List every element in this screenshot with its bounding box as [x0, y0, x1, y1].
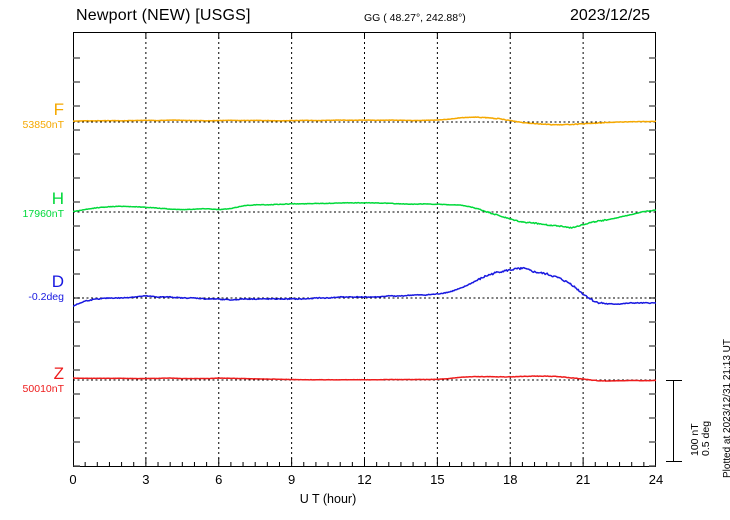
- x-tick-label: 3: [142, 472, 150, 487]
- plot-frame: [73, 32, 656, 467]
- trace-D: [73, 266, 656, 307]
- observation-date: 2023/12/25: [570, 7, 651, 24]
- x-tick-label: 0: [69, 472, 77, 487]
- x-axis-label-wrap: U T (hour): [0, 492, 730, 506]
- scale-bar-cap-bottom: [666, 460, 682, 462]
- scale-bar-units: 100 nT 0.5 deg: [689, 420, 712, 456]
- trace-F: [73, 116, 656, 126]
- component-symbol-F: F: [53, 100, 64, 119]
- component-label-Z: Z 50010nT: [0, 365, 64, 396]
- magnetogram-plot: [73, 32, 656, 467]
- component-symbol-D: D: [51, 272, 64, 291]
- component-symbol-H: H: [51, 189, 64, 208]
- component-baseline-F: 53850nT: [22, 119, 64, 131]
- trace-H: [73, 201, 656, 229]
- station-title: Newport (NEW) [USGS]: [76, 7, 251, 24]
- x-tick-label: 12: [357, 472, 372, 487]
- plotted-timestamp: Plotted at 2023/12/31 21:13 UT: [722, 339, 730, 478]
- x-tick-label: 9: [288, 472, 296, 487]
- component-label-H: H 17960nT: [0, 190, 64, 221]
- x-tick-label: 18: [503, 472, 518, 487]
- component-label-F: F 53850nT: [0, 101, 64, 132]
- x-tick-label: 24: [648, 472, 664, 487]
- component-baseline-D: -0.2deg: [28, 291, 64, 303]
- scale-bar: [666, 380, 682, 462]
- scale-bar-cap-top: [666, 380, 682, 382]
- trace-Z: [73, 375, 656, 382]
- geographic-coordinates: GG ( 48.27°, 242.88°): [364, 12, 466, 24]
- component-symbol-Z: Z: [53, 364, 64, 383]
- component-baseline-H: 17960nT: [22, 208, 64, 220]
- component-baseline-Z: 50010nT: [22, 383, 64, 395]
- x-tick-label: 15: [430, 472, 445, 487]
- x-tick-label: 6: [215, 472, 223, 487]
- component-label-D: D -0.2deg: [0, 273, 64, 304]
- scale-bar-line: [673, 380, 675, 462]
- scale-bar-deg: 0.5 deg: [700, 420, 712, 456]
- x-tick-label: 21: [575, 472, 591, 487]
- x-axis-label: U T (hour): [299, 492, 357, 506]
